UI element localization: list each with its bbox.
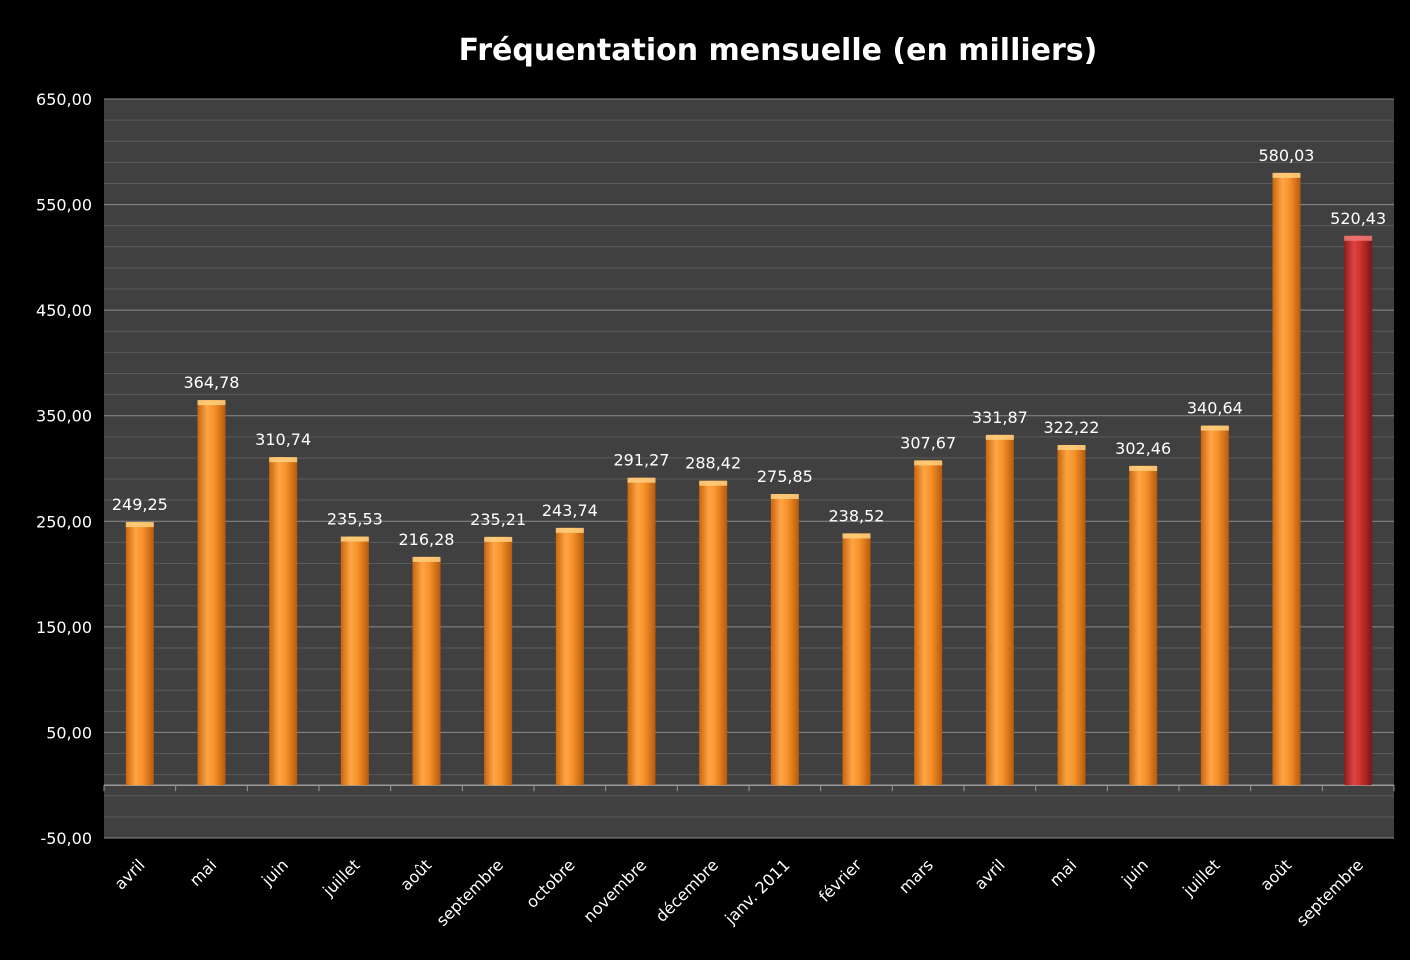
bar — [627, 477, 656, 786]
data-label: 302,46 — [1115, 439, 1171, 458]
bar — [125, 522, 154, 786]
data-labels: 249,25 364,78 310,74 235,53 216,28 235,21 243,… — [112, 146, 1386, 549]
bar — [340, 536, 369, 786]
data-label: 249,25 — [112, 495, 168, 514]
bar — [1057, 445, 1086, 786]
bar-cap — [1344, 235, 1373, 241]
x-tick-label: mars — [895, 855, 937, 897]
bar-cap — [125, 522, 154, 528]
grid-lines — [104, 98, 1394, 839]
data-label: 307,67 — [900, 433, 956, 452]
x-tick-label: septembre — [1293, 855, 1367, 929]
bar — [412, 556, 441, 786]
data-label: 291,27 — [614, 451, 670, 470]
y-tick-label: 350,00 — [36, 407, 92, 426]
bars — [125, 172, 1373, 786]
x-tick-label: février — [815, 855, 866, 906]
bar-cap — [770, 493, 799, 499]
bar-cap — [1057, 445, 1086, 451]
y-tick-label: 450,00 — [36, 301, 92, 320]
data-label: 580,03 — [1259, 146, 1315, 165]
bar-cap — [1200, 425, 1229, 431]
bar-cap — [842, 533, 871, 539]
data-label: 310,74 — [255, 430, 311, 449]
x-tick-label: décembre — [652, 855, 722, 925]
bar-cap — [914, 460, 943, 466]
bar-cap — [484, 536, 513, 542]
plot-area — [104, 99, 1394, 838]
bar — [197, 400, 226, 786]
bar — [484, 536, 513, 786]
bar-cap — [1272, 172, 1301, 178]
data-label: 331,87 — [972, 408, 1028, 427]
x-tick-label: octobre — [522, 855, 578, 911]
bar-cap — [1129, 465, 1158, 471]
bar — [1272, 172, 1301, 786]
bar — [770, 493, 799, 786]
bar-cap — [555, 527, 584, 533]
bar-cap — [985, 434, 1014, 440]
bar — [699, 480, 728, 786]
bar — [842, 533, 871, 786]
x-tick-label: mai — [1046, 855, 1081, 890]
y-tick-label: 550,00 — [36, 196, 92, 215]
chart-title: Fréquentation mensuelle (en milliers) — [459, 33, 1098, 68]
bar-cap — [269, 457, 298, 463]
data-label: 275,85 — [757, 467, 813, 486]
x-tick-label: mai — [186, 855, 221, 890]
data-label: 322,22 — [1044, 418, 1100, 437]
data-label: 235,21 — [470, 510, 526, 529]
bar — [269, 457, 298, 786]
x-tick-label: juin — [1117, 855, 1152, 890]
data-label: 216,28 — [399, 530, 455, 549]
data-label: 364,78 — [184, 373, 240, 392]
data-label: 243,74 — [542, 501, 598, 520]
y-tick-label: 250,00 — [36, 512, 92, 531]
x-tick-label: avril — [111, 855, 149, 893]
bar-cap — [197, 400, 226, 406]
bar — [1129, 465, 1158, 786]
data-label: 288,42 — [685, 454, 741, 473]
bar — [985, 434, 1014, 786]
x-tick-label: août — [1256, 855, 1295, 894]
x-tick-label: janv. 2011 — [720, 855, 793, 928]
y-tick-label: 50,00 — [46, 723, 92, 742]
data-label: 238,52 — [829, 506, 885, 525]
y-tick-label: 150,00 — [36, 618, 92, 637]
bar-cap — [699, 480, 728, 486]
bar — [555, 527, 584, 786]
data-label: 520,43 — [1330, 209, 1386, 228]
bar-cap — [340, 536, 369, 542]
y-tick-label: -50,00 — [40, 829, 92, 848]
x-tick-label: novembre — [580, 855, 651, 926]
x-tick-label: juillet — [1178, 855, 1223, 900]
y-tick-label: 650,00 — [36, 90, 92, 109]
data-label: 235,53 — [327, 510, 383, 529]
x-tick-label: juin — [257, 855, 292, 890]
x-tick-label: août — [396, 855, 435, 894]
x-tick-label: septembre — [433, 855, 507, 929]
data-label: 340,64 — [1187, 399, 1243, 418]
bar — [1344, 235, 1373, 786]
bar — [914, 460, 943, 786]
bar-cap — [412, 556, 441, 562]
bar — [1200, 425, 1229, 786]
x-tick-label: avril — [971, 855, 1009, 893]
bar-cap — [627, 477, 656, 483]
y-axis: -50,00 50,00 150,00 250,00 350,00 450,00 550,0… — [36, 90, 1395, 848]
x-tick-label: juillet — [318, 855, 363, 900]
